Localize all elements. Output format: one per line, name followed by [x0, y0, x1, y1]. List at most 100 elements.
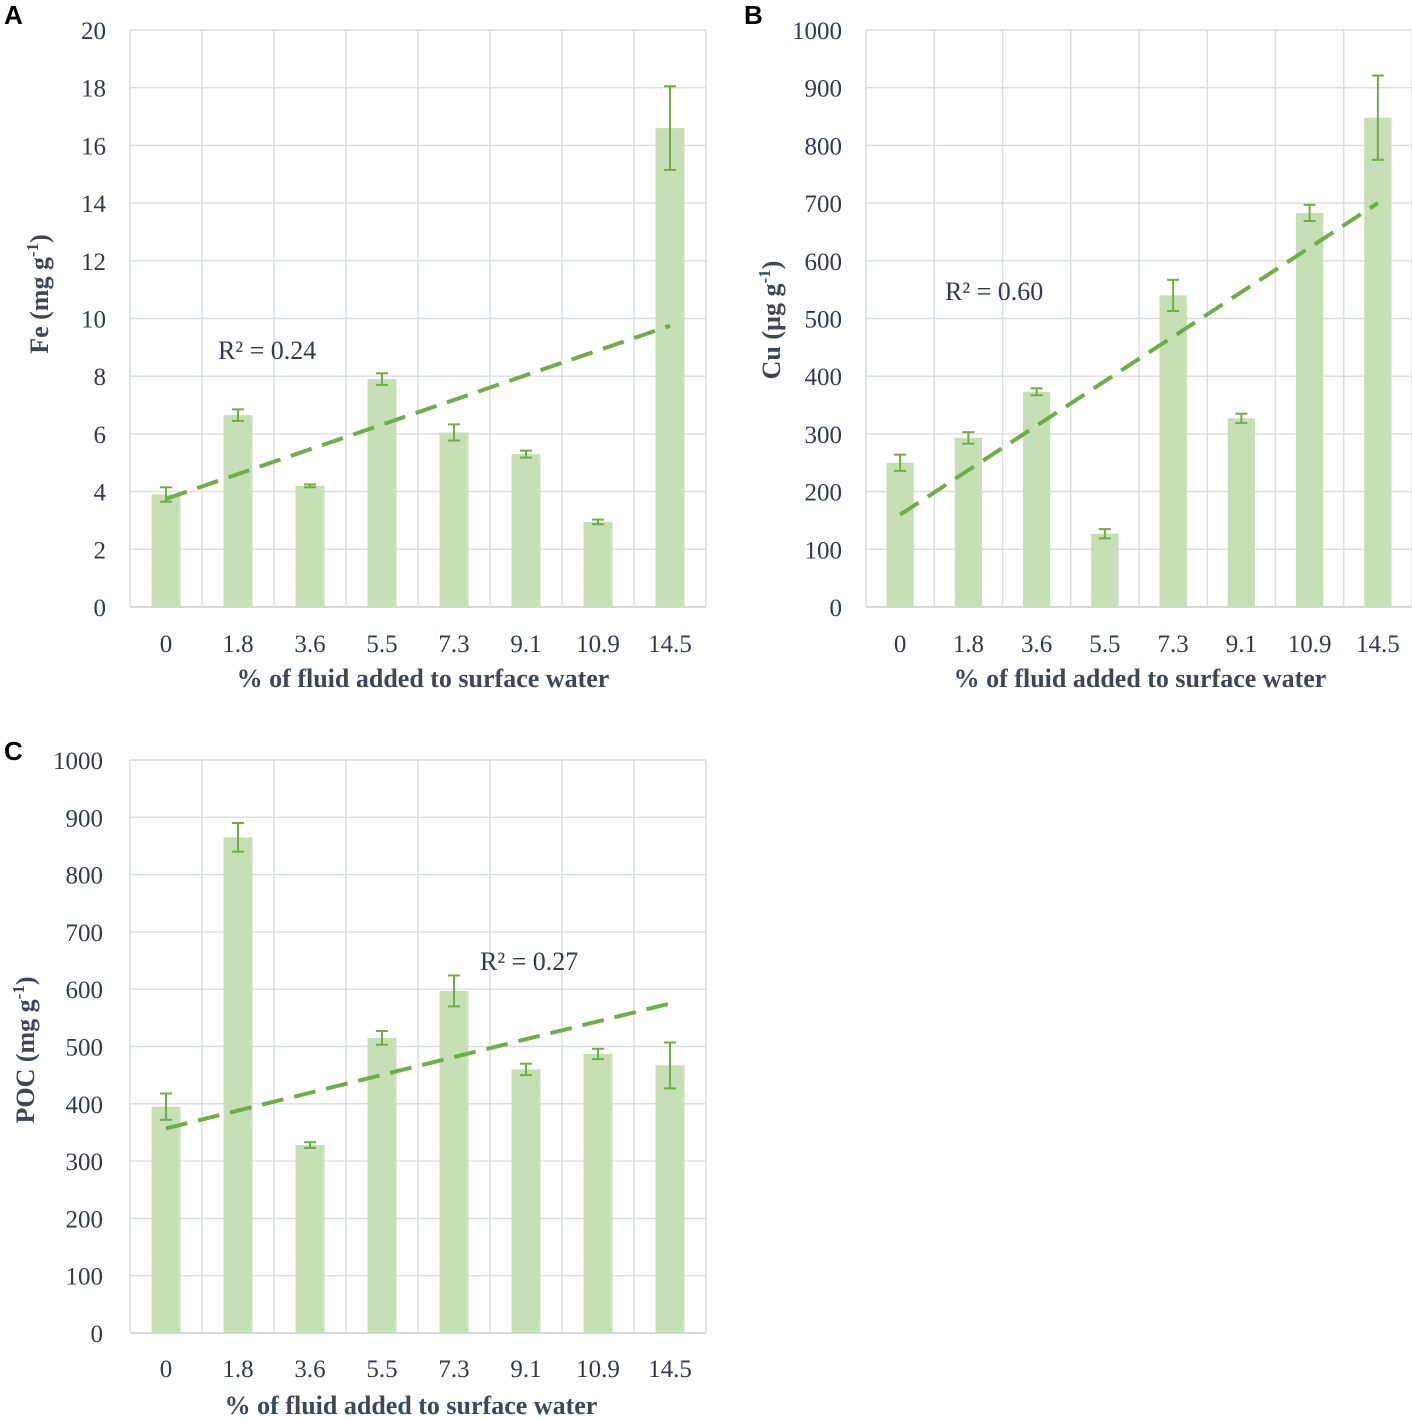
y-tick-label-b: 700	[805, 191, 843, 218]
bar-c-5	[511, 1069, 541, 1333]
bar-c-7	[655, 1065, 685, 1333]
r-squared-annotation-b: R² = 0.60	[945, 277, 1043, 306]
x-tick-label-a: 0	[160, 631, 173, 658]
panel-c: C 0 100 200 300 400 500 600 700 800 900 1000 0 1.8 3…	[4, 736, 707, 1419]
bar-c-4	[439, 990, 469, 1333]
y-tick-label-b: 200	[805, 480, 843, 507]
y-tick-label-b: 900	[805, 76, 843, 103]
error-bar-a-4	[448, 423, 460, 442]
y-tick-label-a: 10	[81, 307, 106, 334]
y-tick-label-a: 0	[94, 595, 107, 622]
y-tick-label-c: 500	[66, 1035, 104, 1062]
bar-a-7	[655, 128, 685, 607]
r-squared-annotation-c: R² = 0.27	[480, 947, 578, 976]
x-tick-label-b: 14.5	[1356, 631, 1400, 658]
y-tick-label-b: 100	[805, 537, 843, 564]
x-tick-label-c: 0	[160, 1356, 173, 1383]
y-tick-label-a: 16	[81, 133, 106, 160]
error-bar-c-6	[592, 1047, 604, 1061]
y-tick-label-c: 300	[66, 1149, 104, 1176]
y-tick-label-c: 1000	[53, 748, 103, 775]
bar-b-5	[1227, 418, 1256, 607]
bar-a-5	[511, 454, 541, 607]
x-tick-label-c: 1.8	[222, 1356, 253, 1383]
error-bar-c-1	[232, 822, 244, 853]
bar-a-0	[151, 494, 181, 607]
y-tick-label-a: 6	[94, 422, 107, 449]
error-bar-c-4	[448, 974, 460, 1008]
error-bar-b-2	[1030, 387, 1043, 397]
x-tick-label-b: 1.8	[953, 631, 984, 658]
x-axis-title-b: % of fluid added to surface water	[954, 664, 1327, 693]
y-tick-label-a: 12	[81, 249, 106, 276]
x-axis-title-a: % of fluid added to surface water	[237, 664, 610, 693]
x-tick-label-b: 7.3	[1158, 631, 1189, 658]
trendline-b	[899, 201, 1379, 517]
bar-c-0	[151, 1106, 181, 1333]
x-tick-label-b: 5.5	[1089, 631, 1120, 658]
y-tick-label-b: 600	[805, 249, 843, 276]
error-bar-a-5	[520, 449, 532, 459]
error-bar-b-0	[894, 453, 907, 472]
x-tick-label-c: 9.1	[510, 1356, 541, 1383]
panel-letter-b: B	[744, 0, 763, 30]
error-bar-a-2	[304, 483, 316, 489]
error-bar-c-3	[376, 1030, 388, 1046]
panel-a: A 0 2 4 6 8 10 12 14 16 18 20 0 1.8 3.6 5.5 7.3 9.1 10.9…	[4, 0, 707, 693]
bar-b-0	[886, 462, 914, 607]
y-tick-label-b: 500	[805, 307, 843, 334]
x-tick-label-a: 10.9	[576, 631, 620, 658]
panel-b: B 0 100 200 300 400 500 600 700 800 900 1000 0 1.8 3…	[744, 0, 1412, 693]
x-tick-label-c: 14.5	[648, 1356, 692, 1383]
y-tick-label-c: 700	[66, 920, 104, 947]
x-tick-label-a: 9.1	[510, 631, 541, 658]
error-bar-c-5	[520, 1062, 532, 1077]
x-tick-label-a: 14.5	[648, 631, 692, 658]
error-bar-b-1	[962, 431, 975, 445]
x-tick-label-b: 3.6	[1021, 631, 1052, 658]
x-tick-label-a: 5.5	[366, 631, 397, 658]
y-axis-title-b: Cu (µg g-1)	[755, 261, 786, 380]
y-tick-label-a: 20	[81, 18, 106, 45]
error-bar-a-7	[664, 85, 676, 171]
x-tick-label-b: 0	[894, 631, 907, 658]
error-bar-b-7	[1371, 74, 1384, 161]
trendline-c	[165, 1001, 671, 1131]
error-bar-b-5	[1235, 412, 1248, 424]
bar-a-3	[367, 379, 397, 607]
bar-a-6	[583, 521, 613, 607]
x-tick-label-b: 9.1	[1226, 631, 1257, 658]
bar-b-1	[954, 437, 983, 607]
x-tick-label-c: 5.5	[366, 1356, 397, 1383]
y-tick-label-c: 0	[91, 1321, 104, 1348]
bar-c-3	[367, 1037, 397, 1333]
x-tick-label-a: 1.8	[222, 631, 253, 658]
y-axis-title-c: POC (mg g-1)	[9, 976, 40, 1123]
y-tick-label-b: 300	[805, 422, 843, 449]
y-tick-label-c: 100	[66, 1264, 104, 1291]
y-tick-label-a: 14	[81, 191, 107, 218]
y-tick-label-c: 900	[66, 805, 104, 832]
y-tick-label-c: 800	[66, 863, 104, 890]
y-tick-label-b: 800	[805, 133, 843, 160]
bar-c-6	[583, 1053, 613, 1333]
x-axis-title-c: % of fluid added to surface water	[225, 1391, 598, 1419]
r-squared-annotation-a: R² = 0.24	[218, 336, 316, 365]
panel-letter-a: A	[4, 0, 23, 30]
error-bar-a-1	[232, 408, 244, 422]
error-bar-a-0	[160, 486, 172, 503]
bar-c-2	[295, 1145, 325, 1333]
trendline-a	[165, 323, 671, 501]
y-tick-label-a: 2	[94, 537, 107, 564]
error-bar-c-7	[664, 1041, 676, 1090]
error-bar-c-2	[304, 1141, 316, 1149]
y-tick-label-b: 0	[830, 595, 843, 622]
x-tick-label-c: 7.3	[438, 1356, 469, 1383]
y-tick-label-c: 600	[66, 977, 104, 1004]
error-bar-a-6	[592, 518, 604, 526]
x-tick-label-a: 7.3	[438, 631, 469, 658]
y-tick-label-a: 8	[94, 364, 107, 391]
bar-b-2	[1022, 391, 1051, 607]
error-bar-b-4	[1167, 278, 1180, 312]
